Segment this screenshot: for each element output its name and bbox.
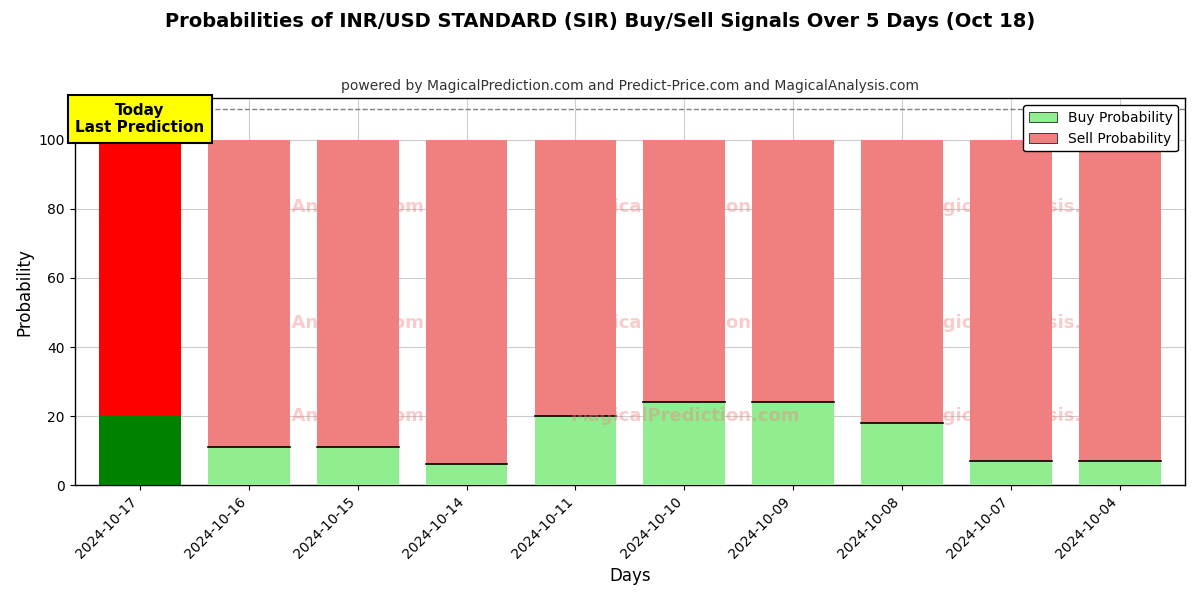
Bar <box>534 140 617 416</box>
Bar <box>970 461 1051 485</box>
Text: MagicalAnalysis.com: MagicalAnalysis.com <box>214 197 424 215</box>
Text: Today
Last Prediction: Today Last Prediction <box>76 103 204 135</box>
Bar <box>862 140 943 423</box>
Bar <box>426 140 508 464</box>
Bar <box>208 447 289 485</box>
Bar <box>752 402 834 485</box>
Bar <box>100 416 181 485</box>
Bar <box>208 140 289 447</box>
Text: MagicalAnalysis.com: MagicalAnalysis.com <box>214 314 424 332</box>
Bar <box>970 140 1051 461</box>
Bar <box>1079 461 1160 485</box>
Bar <box>100 140 181 416</box>
Bar <box>426 464 508 485</box>
Bar <box>752 140 834 402</box>
Bar <box>643 140 725 402</box>
Bar <box>317 140 398 447</box>
Legend: Buy Probability, Sell Probability: Buy Probability, Sell Probability <box>1024 105 1178 151</box>
Bar <box>1079 140 1160 461</box>
Text: MagicalAnalysis.com: MagicalAnalysis.com <box>913 314 1123 332</box>
Y-axis label: Probability: Probability <box>16 248 34 335</box>
X-axis label: Days: Days <box>610 567 650 585</box>
Text: MagicalAnalysis.com: MagicalAnalysis.com <box>913 407 1123 425</box>
Title: powered by MagicalPrediction.com and Predict-Price.com and MagicalAnalysis.com: powered by MagicalPrediction.com and Pre… <box>341 79 919 93</box>
Bar <box>534 416 617 485</box>
Text: MagicalPrediction.com: MagicalPrediction.com <box>570 197 800 215</box>
Text: MagicalAnalysis.com: MagicalAnalysis.com <box>913 197 1123 215</box>
Text: MagicalAnalysis.com: MagicalAnalysis.com <box>214 407 424 425</box>
Bar <box>862 423 943 485</box>
Text: Probabilities of INR/USD STANDARD (SIR) Buy/Sell Signals Over 5 Days (Oct 18): Probabilities of INR/USD STANDARD (SIR) … <box>164 12 1036 31</box>
Text: MagicalPrediction.com: MagicalPrediction.com <box>570 314 800 332</box>
Bar <box>643 402 725 485</box>
Bar <box>317 447 398 485</box>
Text: MagicalPrediction.com: MagicalPrediction.com <box>570 407 800 425</box>
